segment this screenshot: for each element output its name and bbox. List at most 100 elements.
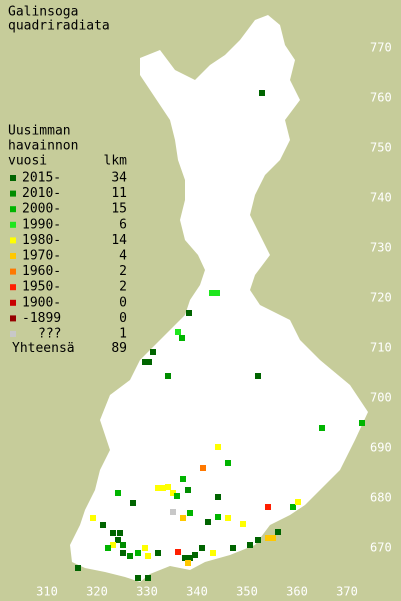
y-grid-label: 670 xyxy=(370,541,392,555)
observation xyxy=(127,553,133,559)
y-grid-label: 720 xyxy=(370,291,392,305)
observation xyxy=(295,499,301,505)
observation xyxy=(90,515,96,521)
observation xyxy=(270,535,276,541)
legend-swatch xyxy=(10,190,16,197)
observation xyxy=(165,484,171,490)
observation xyxy=(155,550,161,556)
observation xyxy=(192,552,198,558)
country-shape xyxy=(70,15,368,582)
observation xyxy=(185,560,191,566)
legend-swatch xyxy=(10,175,16,181)
legend-label: 2010- xyxy=(22,186,61,201)
y-grid-label: 750 xyxy=(370,141,392,155)
observation xyxy=(180,476,186,482)
observation xyxy=(225,460,231,466)
legend-swatch xyxy=(10,331,16,337)
observation xyxy=(120,550,126,556)
y-grid-label: 740 xyxy=(370,191,392,205)
x-grid-label: 350 xyxy=(236,585,258,599)
legend-label: 2015- xyxy=(22,171,61,186)
title: Galinsoga xyxy=(8,5,78,20)
legend-count: 6 xyxy=(119,217,127,232)
legend-swatch xyxy=(10,237,16,244)
observation xyxy=(185,487,191,493)
observation xyxy=(115,537,121,543)
observation xyxy=(120,542,126,548)
observation xyxy=(135,575,141,581)
observation xyxy=(145,575,151,581)
y-grid-label: 680 xyxy=(370,491,392,505)
legend-count-heading: lkm xyxy=(104,154,128,169)
legend-total-label: Yhteensä xyxy=(12,341,75,356)
legend-label: ??? xyxy=(38,327,61,342)
x-grid-label: 320 xyxy=(86,585,108,599)
observation xyxy=(290,504,296,510)
x-grid-label: 330 xyxy=(136,585,158,599)
legend-count: 11 xyxy=(111,186,127,201)
legend-heading: Uusimman xyxy=(8,124,71,139)
observation xyxy=(145,553,151,559)
legend-swatch xyxy=(10,221,16,228)
observation xyxy=(210,550,216,556)
legend-heading: vuosi xyxy=(8,154,47,169)
legend-label: 1900- xyxy=(22,295,61,310)
observation xyxy=(199,545,205,551)
observation xyxy=(215,514,221,520)
observation xyxy=(142,545,148,551)
observation xyxy=(146,359,152,365)
legend-total-count: 89 xyxy=(111,341,127,356)
observation xyxy=(180,515,186,521)
legend-count: 34 xyxy=(111,171,127,186)
legend-swatch xyxy=(10,315,16,322)
legend-swatch xyxy=(10,206,16,213)
legend-count: 4 xyxy=(119,249,127,264)
legend-swatch xyxy=(10,268,16,275)
x-grid-label: 360 xyxy=(286,585,308,599)
observation xyxy=(174,493,180,499)
observation xyxy=(165,373,171,379)
x-grid-label: 370 xyxy=(336,585,358,599)
observation xyxy=(186,310,192,316)
legend-count: 2 xyxy=(119,280,127,295)
observation xyxy=(160,485,166,491)
observation xyxy=(255,537,261,543)
y-grid-label: 760 xyxy=(370,91,392,105)
legend-swatch xyxy=(10,253,16,259)
observation xyxy=(255,373,261,379)
observation xyxy=(215,444,221,450)
observation xyxy=(265,535,271,541)
observation xyxy=(115,490,121,496)
observation xyxy=(240,521,246,527)
legend-count: 2 xyxy=(119,264,127,279)
observation xyxy=(100,522,106,528)
observation xyxy=(110,542,116,548)
y-grid-label: 700 xyxy=(370,391,392,405)
observation xyxy=(225,515,231,521)
legend-count: 0 xyxy=(119,295,127,310)
observation xyxy=(230,545,236,551)
legend-label: 2000- xyxy=(22,202,61,217)
y-grid-label: 710 xyxy=(370,341,392,355)
observation xyxy=(247,542,253,548)
observation xyxy=(135,550,141,556)
legend-count: 14 xyxy=(111,233,127,248)
legend-count: 1 xyxy=(119,327,127,342)
legend-heading: havainnon xyxy=(8,139,78,154)
observation xyxy=(319,425,325,431)
y-grid-label: 730 xyxy=(370,241,392,255)
y-grid-label: 690 xyxy=(370,441,392,455)
observation xyxy=(200,465,206,471)
title: quadriradiata xyxy=(8,19,110,34)
observation xyxy=(110,530,116,536)
x-grid-label: 310 xyxy=(36,585,58,599)
observation xyxy=(275,529,281,535)
observation xyxy=(265,504,271,510)
observation xyxy=(187,555,193,561)
observation xyxy=(214,290,220,296)
legend-count: 0 xyxy=(119,311,127,326)
observation xyxy=(259,90,265,96)
legend-label: 1990- xyxy=(22,217,61,232)
observation xyxy=(182,555,188,561)
